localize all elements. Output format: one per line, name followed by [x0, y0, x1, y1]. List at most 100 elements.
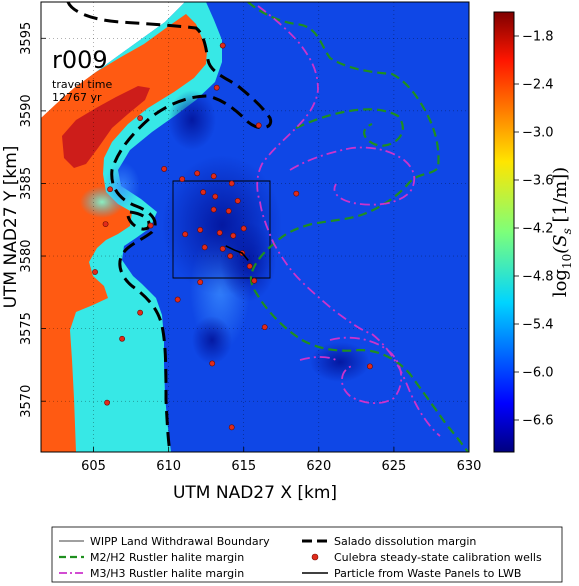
red-zone — [62, 86, 150, 168]
legend-label-salado: Salado dissolution margin — [334, 535, 476, 548]
x-tick-label: 605 — [81, 459, 106, 474]
colorbar-tick-label: −2.4 — [522, 78, 554, 93]
calibration-well — [210, 206, 217, 213]
calibration-well — [209, 360, 216, 367]
y-tick-label: 3585 — [19, 167, 34, 200]
calibration-well — [213, 84, 220, 91]
calibration-well — [216, 229, 223, 236]
light-patch — [104, 162, 140, 210]
deep-zone — [220, 222, 276, 302]
travel-time-label: travel time — [52, 78, 112, 91]
calibration-well — [234, 197, 241, 204]
x-tick-label: 630 — [457, 459, 482, 474]
m3h3-rustler-halite-margin — [289, 146, 416, 206]
calibration-well — [197, 279, 204, 286]
colorbar-label-suffix: (S — [550, 234, 571, 253]
calibration-well — [228, 424, 235, 431]
colorbar-ticks: −1.8 −2.4 −3.0 −3.6 −4.2 −4.8 −5.4 −6.0 −6.6 — [514, 30, 554, 429]
colorbar-label-prefix: log — [550, 269, 571, 297]
calibration-well — [366, 363, 373, 370]
legend-label-m3h3: M3/H3 Rustler halite margin — [90, 567, 244, 580]
calibration-well — [240, 225, 247, 232]
colorbar-tick-label: −5.4 — [522, 318, 554, 333]
calibration-wells — [92, 42, 373, 431]
calibration-well — [225, 208, 232, 214]
calibration-well — [197, 227, 204, 233]
legend-label-particle: Particle from Waste Panels to LWB — [334, 567, 521, 580]
colorbar-label-subscript: 10 — [560, 254, 574, 269]
calibration-well — [119, 335, 125, 342]
y-tick-label: 3595 — [19, 22, 34, 55]
calibration-well — [147, 222, 154, 229]
m2h2-rustler-halite-margin — [295, 108, 404, 148]
colorbar-tick-label: −3.6 — [522, 174, 554, 189]
no-data-region — [41, 2, 185, 120]
calibration-well — [102, 221, 109, 227]
x-tick-label: 625 — [381, 459, 406, 474]
y-axis-ticks: 3570 3575 3580 3585 3590 3595 — [19, 22, 46, 418]
m3h3-rustler-halite-margin — [371, 333, 441, 437]
y-tick-label: 3570 — [19, 385, 34, 418]
calibration-well — [219, 42, 226, 49]
colorbar-label-end: [1/m]) — [550, 167, 571, 228]
calibration-well — [261, 324, 268, 331]
legend-label-wipp: WIPP Land Withdrawal Boundary — [90, 535, 270, 548]
calibration-well — [230, 232, 237, 239]
calibration-well — [212, 193, 219, 200]
colorbar-tick-label: −4.8 — [522, 270, 554, 285]
calibration-well — [161, 166, 168, 172]
colorbar: −1.8 −2.4 −3.0 −3.6 −4.2 −4.8 −5.4 −6.0 −6.6 log… — [493, 11, 574, 453]
legend: WIPP Land Withdrawal Boundary M2/H2 Rust… — [51, 526, 563, 583]
m2h2-rustler-halite-margin — [247, 2, 469, 452]
calibration-well — [182, 231, 189, 238]
legend-label-m2h2: M2/H2 Rustler halite margin — [90, 551, 244, 564]
x-axis-ticks: 605 610 615 620 625 630 — [81, 447, 481, 474]
y-tick-label: 3575 — [19, 312, 34, 345]
colorbar-tick-label: −3.0 — [522, 126, 554, 141]
colorbar-tick-label: −6.6 — [522, 414, 554, 429]
calibration-well — [174, 296, 181, 303]
x-axis-label: UTM NAD27 X [km] — [173, 483, 337, 503]
plot-area: r009 travel time 12767 yr — [41, 2, 469, 452]
x-tick-label: 610 — [156, 459, 181, 474]
legend-label-wells: Culebra steady-state calibration wells — [334, 551, 542, 564]
wipp-land-withdrawal-boundary — [172, 180, 271, 279]
deep-zone — [192, 316, 232, 364]
y-tick-label: 3590 — [19, 94, 34, 127]
realization-label: r009 — [52, 46, 108, 74]
colorbar-gradient — [493, 11, 515, 453]
deep-zone — [310, 342, 370, 382]
calibration-well — [137, 309, 144, 316]
calibration-well — [104, 399, 110, 406]
calibration-well — [255, 122, 262, 129]
calibration-well — [293, 190, 300, 197]
x-tick-label: 620 — [306, 459, 331, 474]
calibration-well — [228, 180, 235, 187]
m3h3-rustler-halite-margin — [256, 5, 373, 335]
calibration-well — [246, 263, 253, 270]
calibration-well — [107, 186, 113, 193]
calibration-well — [194, 170, 201, 177]
calibration-well — [227, 253, 234, 259]
salado-dissolution-margin — [126, 210, 151, 231]
colorbar-label-var-subscript: s — [560, 228, 574, 234]
colorbar-tick-label: −1.8 — [522, 30, 554, 45]
colorbar-tick-label: −4.2 — [522, 222, 554, 237]
calibration-well — [210, 173, 217, 180]
calibration-well — [137, 115, 144, 122]
calibration-well — [200, 189, 207, 196]
calibration-well — [219, 245, 226, 252]
legend-swatch-wells — [311, 553, 319, 561]
particle-path — [225, 245, 249, 261]
colorbar-tick-label: −6.0 — [522, 366, 554, 381]
plot-frame — [40, 1, 470, 453]
salado-dissolution-margin — [66, 2, 273, 452]
m3h3-rustler-halite-margin — [299, 356, 337, 361]
x-tick-label: 615 — [231, 459, 256, 474]
calibration-well — [92, 269, 98, 275]
deep-zone — [168, 90, 216, 150]
travel-time-value: 12767 yr — [52, 91, 102, 104]
m3h3-rustler-halite-margin — [329, 336, 403, 404]
calibration-well — [179, 176, 186, 182]
